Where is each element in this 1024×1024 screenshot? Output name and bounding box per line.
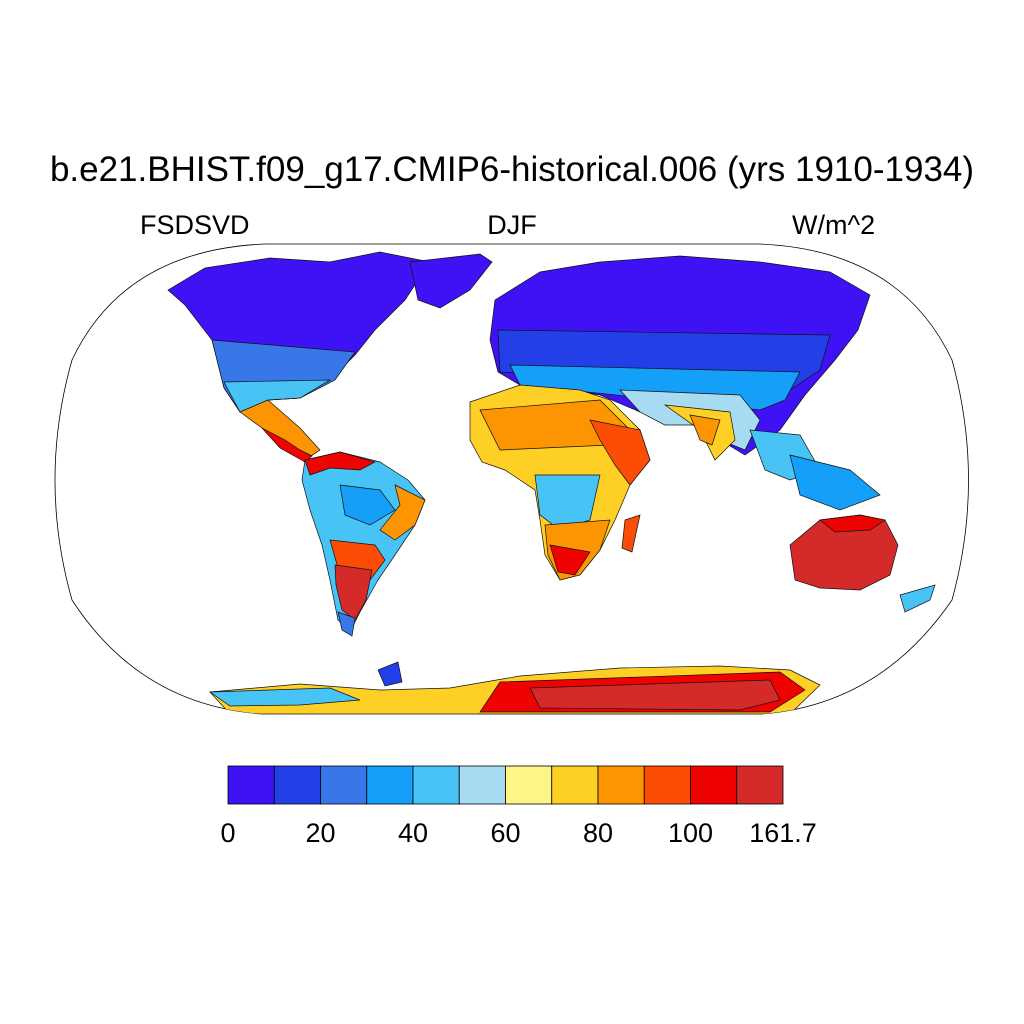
colorbar-tick-label: 40 [398,818,428,848]
colorbar-tick-label: 80 [583,818,613,848]
plot-title: b.e21.BHIST.f09_g17.CMIP6-historical.006… [49,150,975,189]
variable-label: FSDSVD [140,210,250,240]
colorbar-tick-label: 20 [305,818,335,848]
colorbar-box-1 [273,765,321,805]
colorbar [227,765,784,805]
australia-landmass [789,514,936,613]
colorbar-box-8 [597,765,645,805]
colorbar-box-3 [366,765,414,805]
south-america-landmass [301,451,426,637]
colorbar-box-10 [690,765,738,805]
eurasia-landmass [489,255,881,511]
season-label: DJF [487,210,537,240]
colorbar-tick-label: 100 [668,818,713,848]
colorbar-box-0 [227,765,275,805]
colorbar-box-6 [505,765,553,805]
colorbar-box-2 [320,765,368,805]
antarctica-landmass [208,661,821,714]
units-label: W/m^2 [792,210,876,240]
africa-landmass [469,384,651,581]
colorbar-box-11 [736,765,784,805]
colorbar-ticks: 0 20 40 60 80 100 161.7 [220,818,816,848]
colorbar-box-5 [458,765,506,805]
colorbar-box-7 [551,765,599,805]
colorbar-tick-label: 60 [490,818,520,848]
colorbar-box-4 [412,765,460,805]
colorbar-tick-label: 0 [220,818,235,848]
colorbar-box-9 [643,765,691,805]
north-america-landmass [167,251,493,463]
colorbar-tick-label: 161.7 [749,818,817,848]
